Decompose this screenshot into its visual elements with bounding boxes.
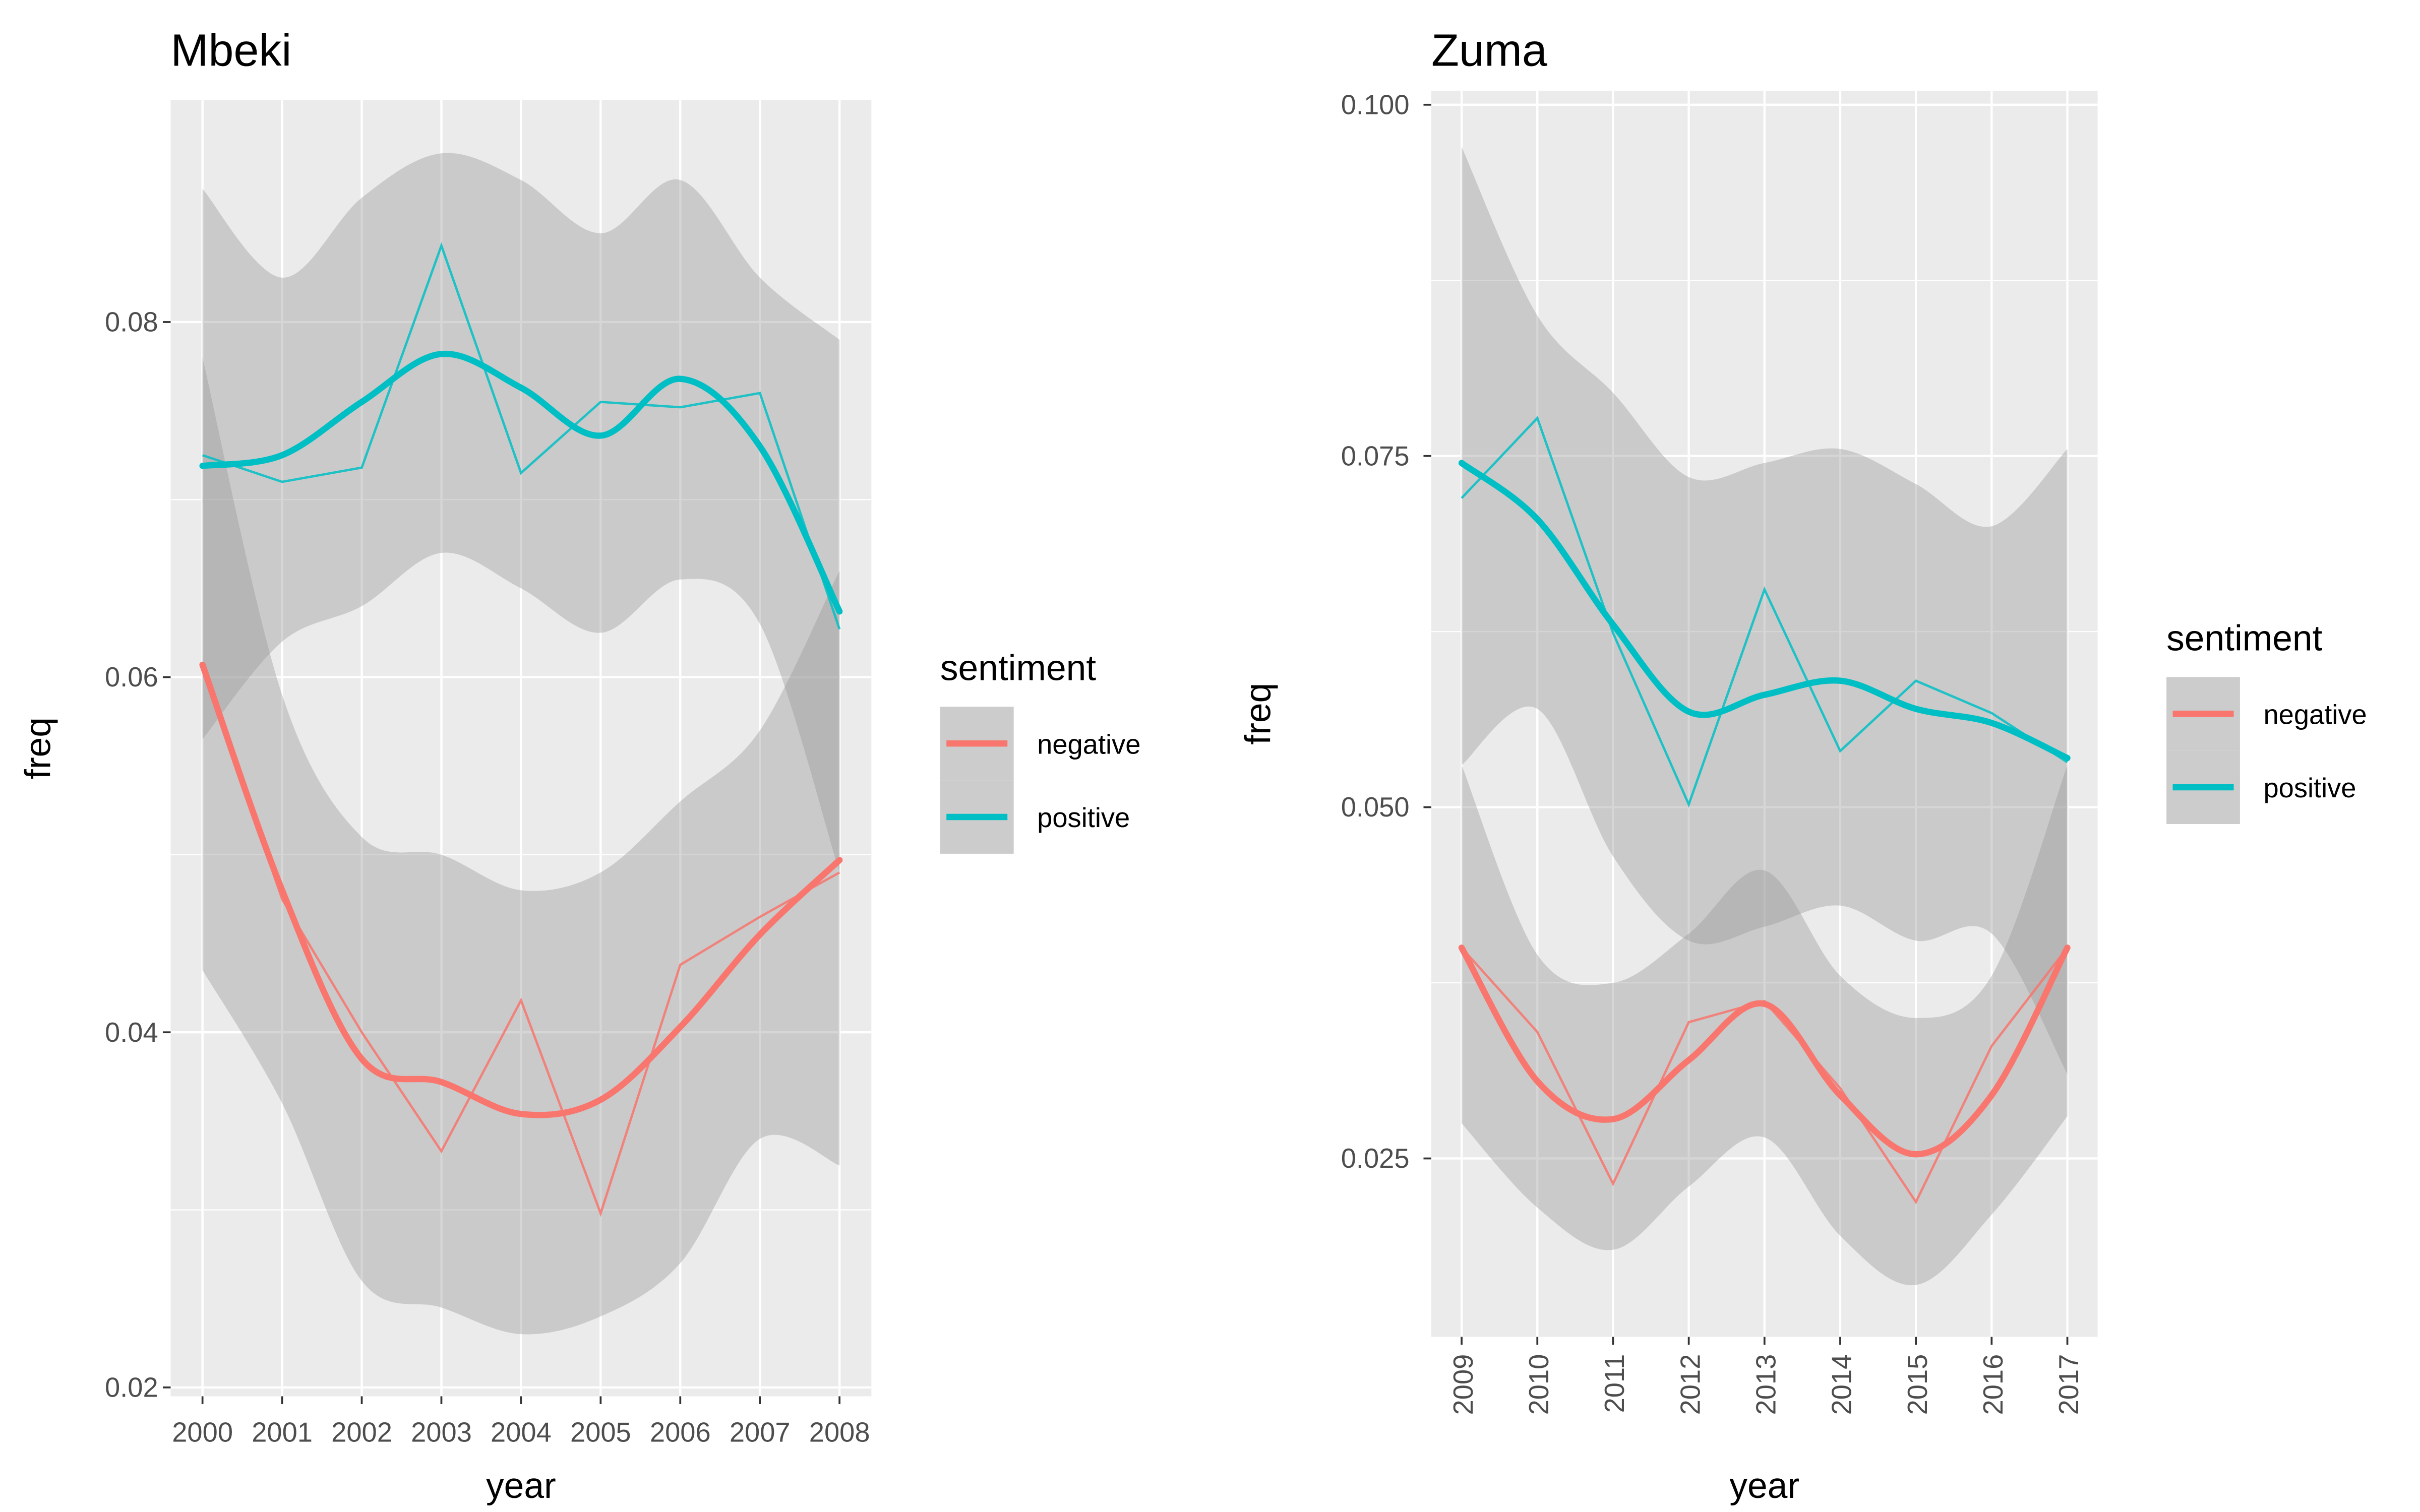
x-axis-title: year [1729,1466,1799,1506]
y-axis-title: freq [18,717,58,779]
chart-title: Zuma [1431,25,1548,76]
y-axis-title: freq [1238,683,1278,745]
confidence-band-negative [202,357,840,1335]
x-tick-label: 2001 [252,1417,313,1447]
y-tick-label: 0.025 [1341,1143,1410,1174]
legend-label-negative: negative [2263,699,2367,730]
x-tick-label: 2002 [331,1417,392,1447]
legend-label-negative: negative [1037,729,1140,760]
y-tick-label: 0.075 [1341,440,1410,471]
chart-panel-0: 0.02 0.04 0.06 0.08 2000 2001 2002 2003 2004 2005… [18,25,1141,1506]
legend-title: sentiment [2166,618,2322,659]
x-tick-label: 2009 [1448,1354,1479,1415]
y-tick-label: 0.08 [105,307,158,338]
x-tick-label: 2014 [1827,1354,1857,1415]
x-tick-label: 2011 [1599,1354,1630,1413]
legend-label-positive: positive [2263,773,2356,803]
x-axis-title: year [486,1466,556,1506]
data-line-positive [202,242,841,630]
data-line-negative [201,668,840,1217]
x-tick-label: 2017 [2053,1354,2084,1415]
smooth-line-negative [199,661,843,1118]
legend: sentiment negative positive [940,648,1140,854]
y-tick-label: 0.02 [105,1372,158,1403]
x-tick-label: 2004 [491,1417,552,1447]
y-tick-label: 0.06 [105,662,158,692]
legend-title: sentiment [940,648,1096,688]
x-tick-label: 2008 [809,1417,870,1447]
smooth-line-negative [1458,944,2071,1158]
y-tick-label: 0.050 [1341,792,1410,823]
data-line-positive [1461,416,2068,808]
x-tick-label: 2016 [1978,1354,2009,1415]
chart-title: Mbeki [170,25,291,76]
x-tick-label: 2005 [570,1417,631,1447]
y-tick-label: 0.04 [105,1017,158,1048]
confidence-band-positive [1462,147,2068,1075]
x-tick-label: 2012 [1675,1354,1706,1415]
x-tick-label: 2000 [172,1417,233,1447]
x-tick-label: 2010 [1524,1354,1554,1415]
y-tick-label: 0.100 [1341,89,1410,120]
x-tick-label: 2007 [730,1417,791,1447]
x-tick-label: 2013 [1751,1354,1782,1415]
x-tick-label: 2006 [650,1417,711,1447]
legend: sentiment negative positive [2166,618,2367,824]
chart-panel-1: 0.025 0.050 0.075 0.100 2009 2010 2011 2012 2013… [1238,25,2367,1506]
smooth-line-positive [1458,460,2071,762]
legend-label-positive: positive [1037,802,1130,833]
x-tick-label: 2003 [411,1417,472,1447]
smooth-line-positive [199,350,843,615]
confidence-band-positive [202,153,840,873]
x-tick-label: 2015 [1902,1354,1933,1415]
